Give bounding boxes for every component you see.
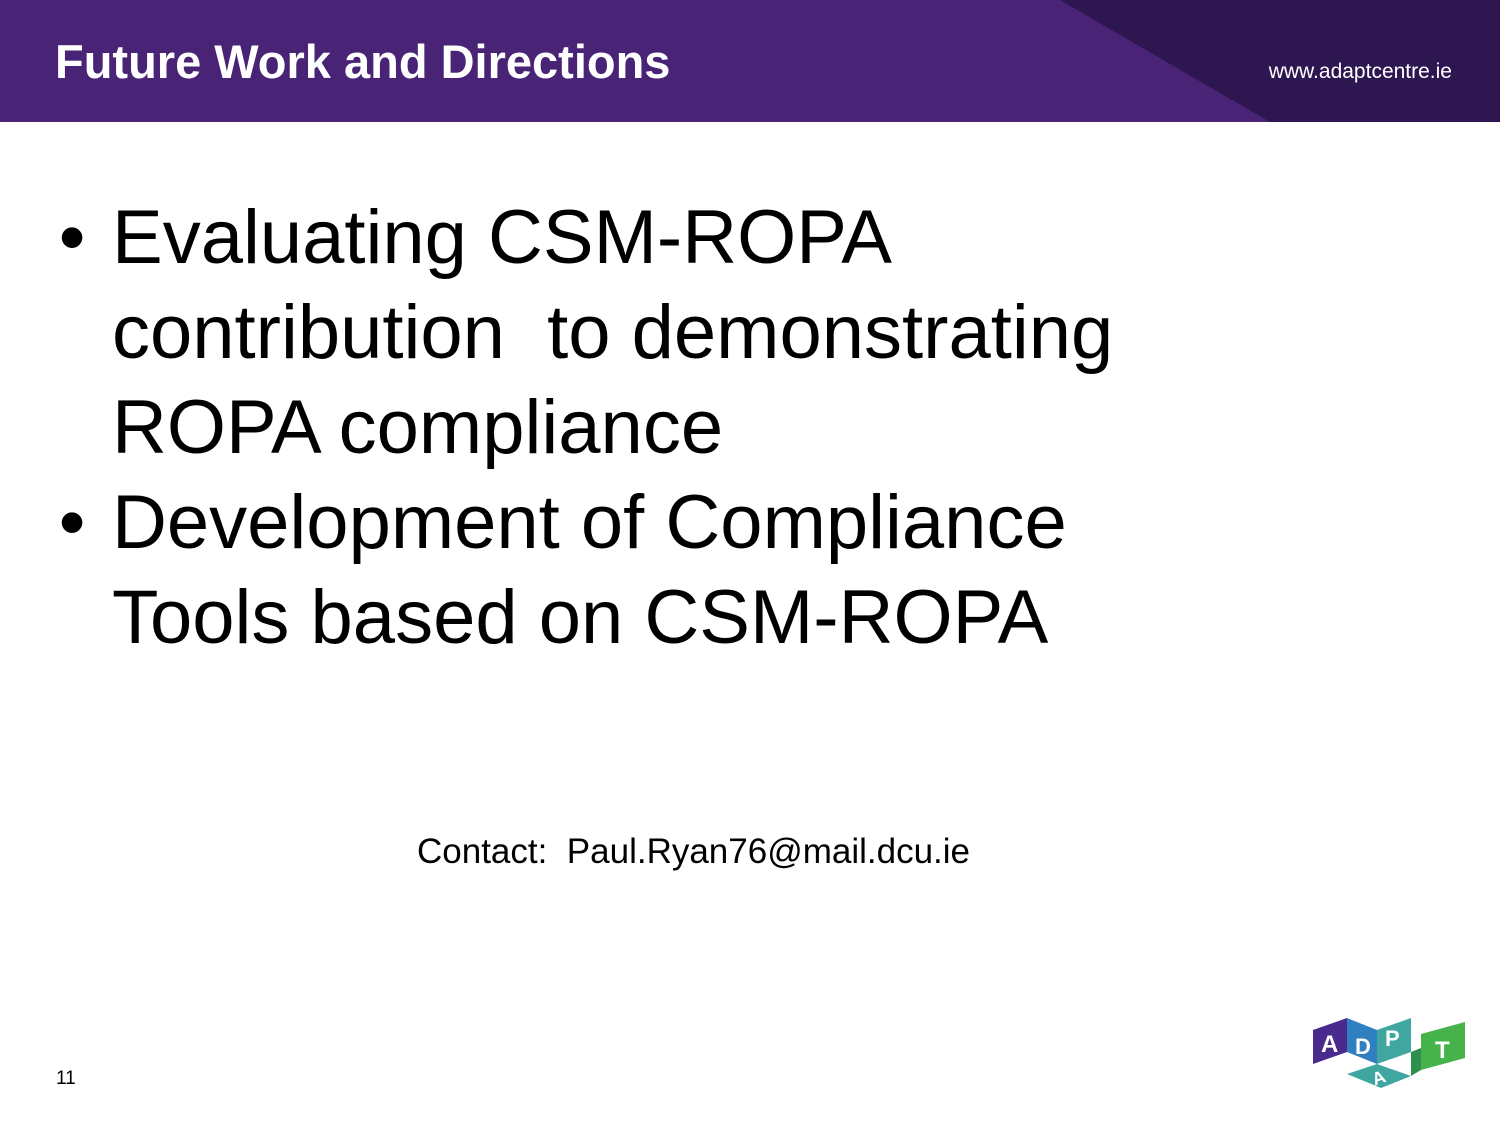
contact-text: Contact: Paul.Ryan76@mail.dcu.ie [417, 832, 971, 871]
page-number: 11 [56, 1068, 76, 1089]
logo-letter-t: T [1435, 1037, 1450, 1064]
bullet-item: • Evaluating CSM-ROPA contribution to de… [52, 190, 1232, 475]
bullet-text: Evaluating CSM-ROPA contribution to demo… [112, 195, 1114, 470]
bullet-text: Development of Compliance Tools based on… [112, 480, 1067, 660]
header-bar: Future Work and Directions www.adaptcent… [0, 0, 1500, 122]
logo-letter-d: D [1355, 1034, 1371, 1059]
bullet-icon: • [58, 195, 86, 280]
header-background [0, 0, 1500, 122]
adapt-logo-icon: A D P A T [1313, 1018, 1465, 1090]
logo-letter-p: P [1385, 1026, 1400, 1051]
logo-letter-a: A [1321, 1031, 1338, 1058]
site-url: www.adaptcentre.ie [1268, 60, 1452, 83]
bullet-icon: • [58, 480, 86, 565]
bullet-list: • Evaluating CSM-ROPA contribution to de… [52, 190, 1232, 665]
bullet-item: • Development of Compliance Tools based … [52, 475, 1232, 665]
logo-letter-a2: A [1369, 1066, 1388, 1089]
slide-title: Future Work and Directions [55, 35, 671, 88]
